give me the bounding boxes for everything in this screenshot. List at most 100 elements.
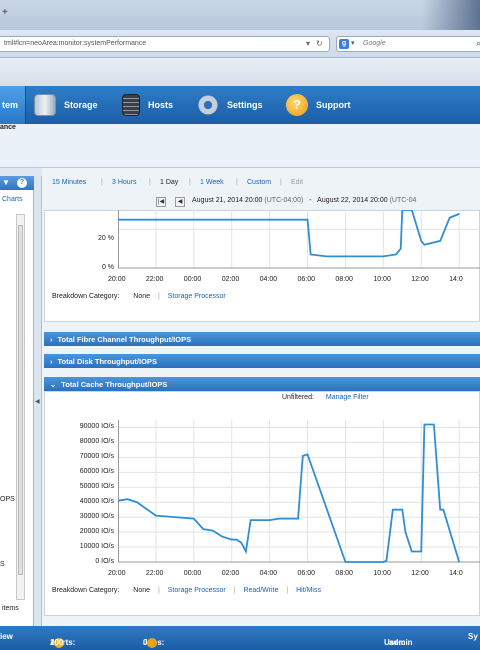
range-3-hours[interactable]: 3 Hours	[112, 179, 137, 186]
data-point	[306, 453, 309, 455]
filter-row: Unfiltered: Manage Filter	[282, 394, 369, 401]
section-cache[interactable]: ⌄ Total Cache Throughput/IOPS	[44, 377, 480, 391]
divider: |	[280, 179, 282, 186]
y-tick: 60000 IO/s	[79, 468, 114, 476]
scrollbar-thumb[interactable]	[18, 225, 23, 575]
data-point	[118, 219, 119, 221]
timezone-start: (UTC-04:00)	[264, 197, 304, 204]
y-tick: 0 IO/s	[95, 558, 114, 565]
google-icon[interactable]: g	[339, 39, 349, 49]
data-point	[382, 255, 384, 257]
data-point	[202, 528, 204, 530]
range-15-minutes[interactable]: 15 Minutes	[52, 179, 87, 186]
alert-bell-icon	[54, 638, 64, 648]
panel-splitter[interactable]: ◀	[34, 176, 42, 626]
y-tick: 20 %	[98, 235, 114, 242]
help-icon: ?	[286, 94, 308, 116]
search-engine-dropdown-icon[interactable]: ▾	[351, 40, 355, 47]
section-fibre-channel[interactable]: › Total Fibre Channel Throughput/IOPS	[44, 332, 480, 346]
data-point	[395, 253, 397, 256]
nav-support[interactable]: ? Support	[286, 86, 351, 124]
nav-support-label: Support	[316, 100, 351, 110]
breakdown-row-bottom: Breakdown Category: None | Storage Proce…	[52, 587, 321, 594]
collapse-arrow-icon[interactable]: ◀	[35, 399, 40, 405]
help-icon[interactable]: ?	[17, 178, 27, 188]
data-point	[404, 531, 407, 533]
tree-item-s[interactable]: S	[0, 561, 5, 568]
nav-storage[interactable]: Storage	[34, 86, 98, 124]
breakdown-storage-processor[interactable]: Storage Processor	[167, 587, 226, 594]
breakdown-none[interactable]: None	[133, 293, 151, 300]
x-tick: 22:00	[145, 276, 164, 283]
data-point	[278, 518, 280, 520]
jobs-icon	[147, 638, 157, 648]
divider: |	[101, 179, 103, 186]
sub-nav: ance	[0, 124, 480, 168]
chevron-right-icon: ›	[50, 357, 53, 366]
data-point	[136, 501, 138, 503]
app-main-nav: tem Storage Hosts Settings ? Support	[0, 86, 480, 124]
range-custom[interactable]: Custom	[247, 179, 272, 186]
new-tab-icon[interactable]: +	[2, 7, 8, 18]
data-point	[269, 519, 271, 521]
data-point	[155, 515, 157, 517]
data-point	[401, 210, 403, 211]
previous-icon[interactable]: ◀	[175, 197, 185, 207]
nav-hosts[interactable]: Hosts	[122, 86, 173, 124]
filter-icon[interactable]: ▼	[2, 178, 10, 187]
data-point	[174, 219, 176, 221]
data-point	[235, 538, 238, 541]
dropdown-arrow-icon[interactable]: ▾	[306, 39, 311, 48]
nav-system[interactable]: tem	[0, 86, 26, 124]
search-box[interactable]: g ▾ Google ⌕	[336, 36, 480, 52]
gear-icon	[197, 94, 219, 116]
view-label[interactable]: iew	[0, 632, 13, 641]
first-page-icon[interactable]: |◀	[156, 197, 166, 207]
y-tick: 80000 IO/s	[79, 438, 114, 446]
search-icon[interactable]: ⌕	[475, 38, 480, 48]
hosts-icon	[122, 94, 140, 116]
y-tick: 50000 IO/s	[79, 483, 114, 491]
jobs-count: 0	[143, 638, 148, 647]
chart-bottom-plot	[118, 420, 480, 563]
data-point	[392, 509, 394, 511]
left-panel-scrollbar[interactable]	[16, 214, 25, 600]
charts-tab[interactable]: Charts	[2, 196, 23, 203]
chevron-down-icon: ⌄	[50, 380, 57, 389]
x-tick: 22:00	[145, 570, 164, 577]
data-point	[136, 219, 138, 221]
items-count: items	[2, 605, 19, 612]
x-tick: 14:0	[449, 276, 463, 283]
y-tick: 30000 IO/s	[79, 513, 114, 521]
subnav-performance[interactable]: ance	[0, 124, 16, 131]
chevron-right-icon: ›	[50, 335, 53, 344]
breakdown-none[interactable]: None	[133, 587, 151, 594]
date-dash: -	[309, 197, 312, 204]
range-1-week[interactable]: 1 Week	[200, 179, 224, 186]
x-tick: 00:00	[183, 276, 202, 283]
breakdown-hit-miss[interactable]: Hit/Miss	[296, 587, 321, 594]
address-bar[interactable]: tml#lcn=neoArea:monitor:systemPerformanc…	[0, 36, 330, 52]
nav-settings[interactable]: Settings	[197, 86, 263, 124]
tree-item-ops[interactable]: OPS	[0, 496, 15, 503]
y-tick: 40000 IO/s	[79, 498, 114, 506]
data-point	[325, 255, 328, 257]
data-point	[344, 255, 347, 257]
x-tick: 08:00	[335, 276, 353, 283]
section-disk[interactable]: › Total Disk Throughput/IOPS	[44, 354, 480, 368]
x-tick: 12:00	[411, 570, 429, 577]
breakdown-read-write[interactable]: Read/Write	[243, 587, 279, 594]
manage-filter-link[interactable]: Manage Filter	[325, 394, 369, 401]
browser-toolbar-area	[0, 58, 480, 86]
data-point	[439, 509, 441, 511]
x-tick: 06:00	[297, 276, 316, 283]
range-1-day[interactable]: 1 Day	[160, 179, 179, 186]
divider: |	[233, 587, 236, 594]
divider: |	[149, 179, 151, 186]
breakdown-storage-processor[interactable]: Storage Processor	[167, 293, 226, 300]
series-line	[118, 423, 461, 563]
reload-icon[interactable]: ↻	[316, 39, 323, 48]
data-point	[306, 219, 309, 221]
storage-icon	[34, 94, 56, 116]
data-point	[458, 561, 460, 563]
